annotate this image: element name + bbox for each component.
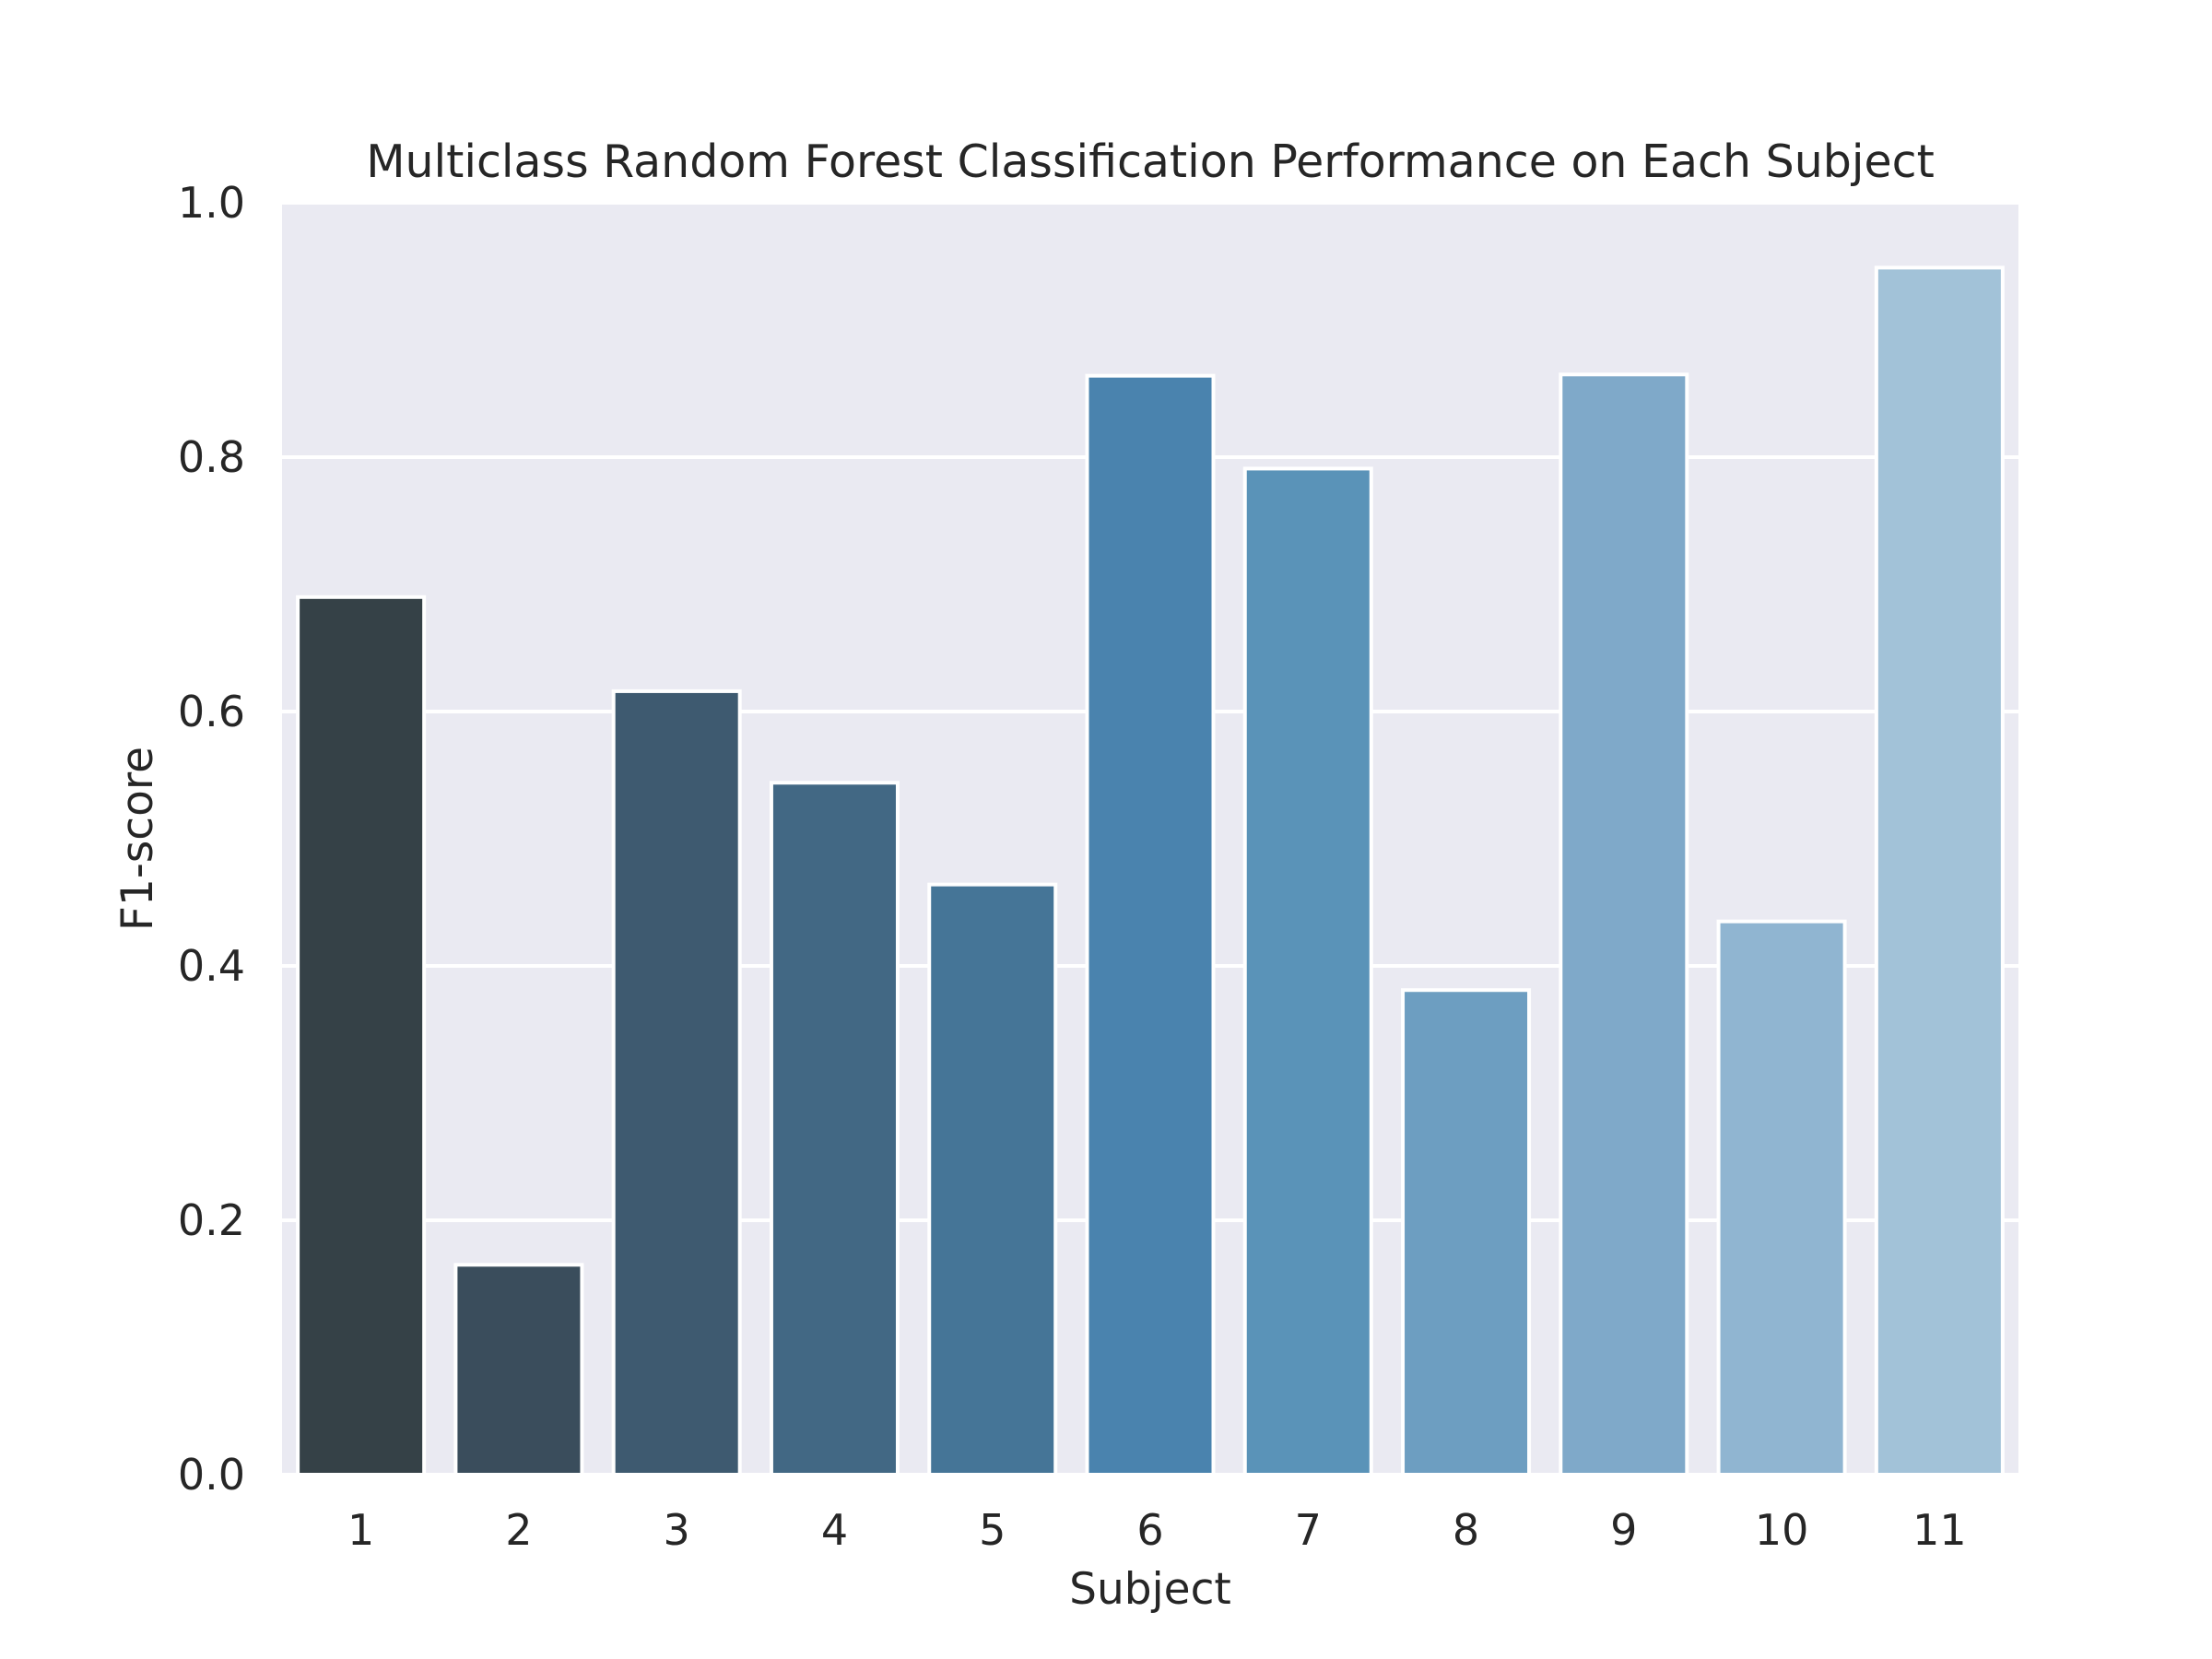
y-axis-label: F1-score <box>112 747 163 931</box>
x-tick-label: 9 <box>1610 1505 1637 1555</box>
bar-subject-2 <box>453 1263 584 1477</box>
bar-subject-7 <box>1242 466 1373 1477</box>
chart-title: Multiclass Random Forest Classification … <box>366 135 1935 188</box>
x-tick-labels: 1 2 3 4 5 6 7 8 9 10 11 <box>347 1505 1967 1555</box>
x-axis-label: Subject <box>1069 1564 1231 1615</box>
bar-subject-11 <box>1874 265 2005 1477</box>
x-tick-label: 10 <box>1755 1505 1809 1555</box>
x-tick-label: 2 <box>505 1505 532 1555</box>
y-tick-label: 0.8 <box>178 432 245 482</box>
x-tick-label: 8 <box>1453 1505 1479 1555</box>
y-tick-labels: 0.0 0.2 0.4 0.6 0.8 1.0 <box>178 178 245 1500</box>
y-tick-label: 0.6 <box>178 687 245 736</box>
x-tick-label: 11 <box>1912 1505 1967 1555</box>
x-tick-label: 5 <box>979 1505 1006 1555</box>
bars <box>296 265 2005 1477</box>
bar-subject-1 <box>296 594 427 1477</box>
bar-subject-6 <box>1085 373 1216 1477</box>
x-tick-label: 1 <box>347 1505 374 1555</box>
y-tick-label: 0.0 <box>178 1450 245 1500</box>
bar-subject-5 <box>927 882 1058 1477</box>
bar-subject-3 <box>611 688 742 1477</box>
y-tick-label: 0.4 <box>178 941 245 991</box>
bar-subject-10 <box>1716 919 1847 1477</box>
x-tick-label: 7 <box>1295 1505 1322 1555</box>
x-tick-label: 3 <box>664 1505 690 1555</box>
bar-subject-8 <box>1401 988 1532 1477</box>
x-tick-label: 4 <box>821 1505 848 1555</box>
x-tick-label: 6 <box>1136 1505 1163 1555</box>
y-tick-label: 0.2 <box>178 1195 245 1245</box>
bar-subject-4 <box>769 781 900 1477</box>
y-tick-label: 1.0 <box>178 178 245 228</box>
bar-subject-9 <box>1559 372 1689 1477</box>
